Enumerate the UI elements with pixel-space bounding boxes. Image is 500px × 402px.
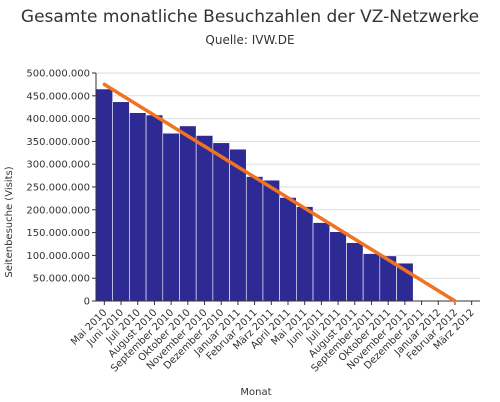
bar — [129, 112, 147, 302]
y-tick-label: 50.000.000 — [33, 274, 90, 285]
bar — [279, 197, 297, 302]
y-tick-label: 400.000.000 — [26, 114, 90, 125]
y-tick-label: 500.000.000 — [26, 69, 90, 80]
y-tick-label: 200.000.000 — [26, 205, 90, 216]
y-tick-labels: 0 50.000.000 100.000.000 150.000.000 200.000… — [26, 69, 90, 308]
bar — [212, 142, 230, 302]
chart-title: Gesamte monatliche Besuchzahlen der VZ-N… — [21, 7, 479, 27]
bar — [195, 135, 214, 302]
bar — [296, 206, 314, 302]
trendline-group — [102, 82, 457, 303]
y-tick-label: 150.000.000 — [26, 228, 90, 239]
y-tick-label: 350.000.000 — [26, 137, 90, 148]
y-tick-label: 0 — [84, 297, 90, 308]
y-axis-label: Seitenbesuche (Visits) — [4, 166, 15, 277]
y-tick-label: 100.000.000 — [26, 251, 90, 262]
bar — [145, 114, 164, 302]
axes — [92, 72, 480, 305]
bar — [245, 176, 264, 302]
bar — [362, 253, 381, 302]
bar — [95, 88, 113, 302]
bar — [346, 242, 364, 302]
x-axis-label: Monat — [240, 387, 271, 398]
y-tick-label: 450.000.000 — [26, 91, 90, 102]
bar — [112, 101, 130, 302]
bars — [95, 88, 414, 302]
bar — [162, 132, 180, 302]
trendline — [102, 82, 457, 303]
bar — [262, 179, 280, 302]
y-tick-label: 250.000.000 — [26, 183, 90, 194]
bar — [312, 222, 331, 302]
y-tick-label: 300.000.000 — [26, 160, 90, 171]
bar — [329, 231, 347, 302]
bar — [179, 125, 197, 302]
chart-subtitle: Quelle: IVW.DE — [205, 33, 294, 47]
